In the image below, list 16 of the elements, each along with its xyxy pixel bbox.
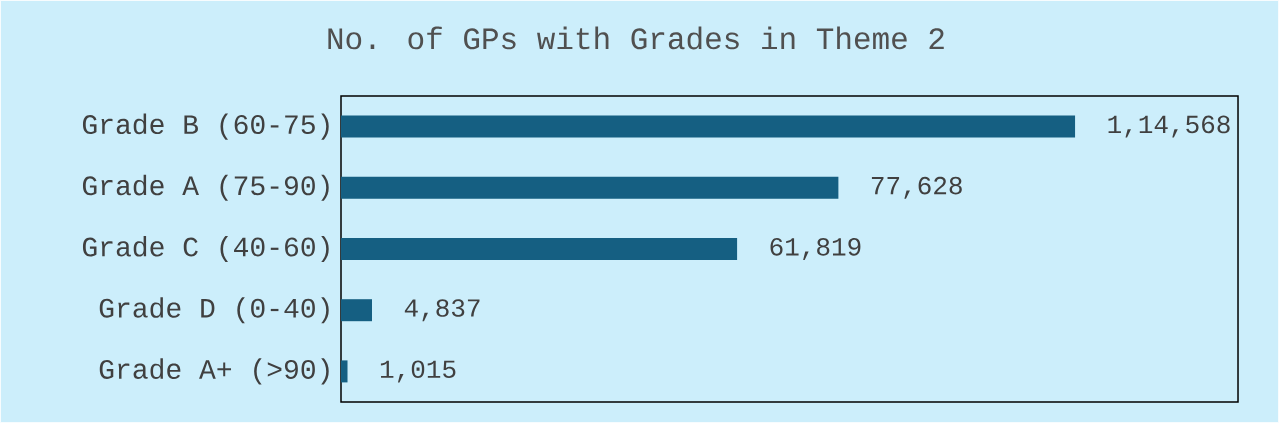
bar xyxy=(341,115,1076,138)
data-label: 1,015 xyxy=(380,360,456,383)
y-tick-label: Grade A+ (>90) xyxy=(99,358,329,385)
y-tick-label: Grade B (60-75) xyxy=(82,113,329,140)
data-label: 61,819 xyxy=(770,238,861,260)
bar xyxy=(341,176,839,199)
bar xyxy=(341,360,348,383)
data-label: 4,837 xyxy=(404,299,480,322)
y-tick-label: Grade C (40-60) xyxy=(82,235,329,263)
data-label: 77,628 xyxy=(871,176,962,199)
bar xyxy=(341,299,372,322)
chart-title: No. of GPs with Grades in Theme 2 xyxy=(328,26,944,50)
y-tick-label: Grade D (0-40) xyxy=(99,297,329,324)
data-label: 1,14,568 xyxy=(1108,115,1230,138)
y-tick-label: Grade A (75-90) xyxy=(82,174,329,201)
bar xyxy=(341,238,738,260)
